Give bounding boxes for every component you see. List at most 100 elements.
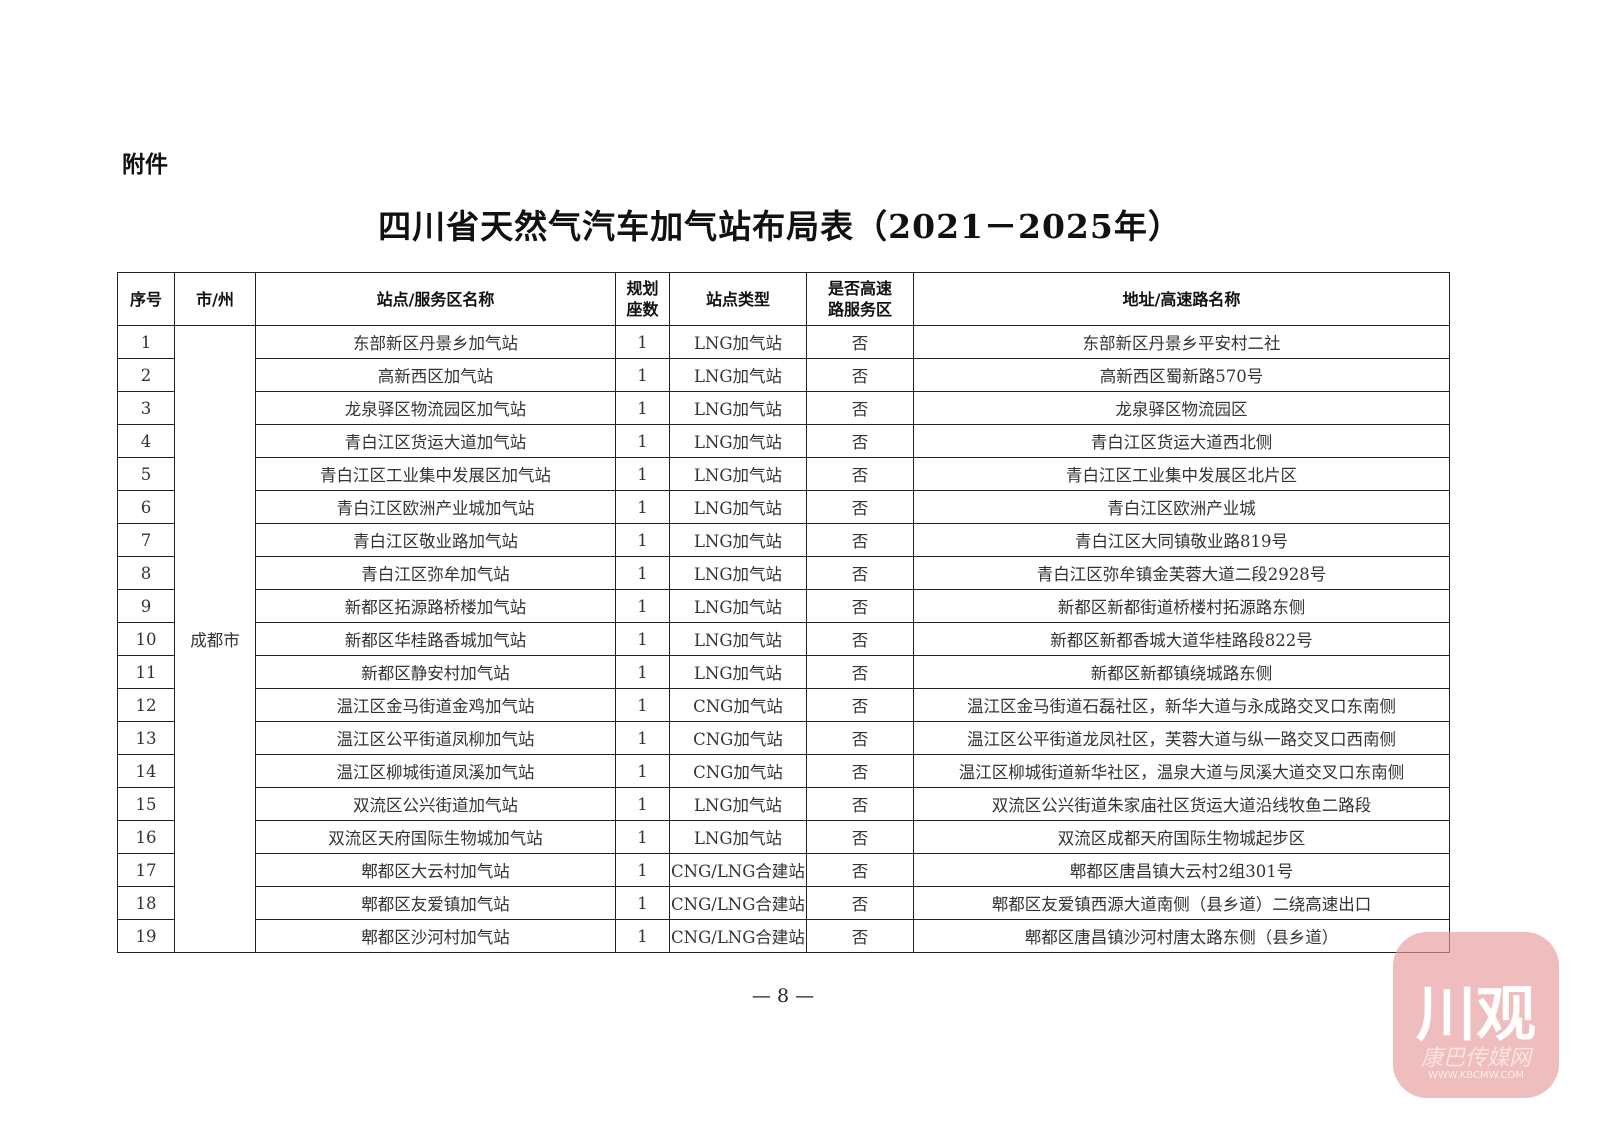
cell-count: 1 <box>615 919 670 953</box>
cell-name: 龙泉驿区物流园区加气站 <box>255 391 616 425</box>
cell-highway: 否 <box>806 358 914 392</box>
table-row: 16 双流区天府国际生物城加气站 1 LNG加气站否双流区成都天府国际生物城起步区 <box>117 820 1450 854</box>
cell-city: 成都市 <box>174 325 256 953</box>
cell-highway: 否 <box>806 391 914 425</box>
cell-count: 1 <box>615 589 670 623</box>
cell-address: 双流区公兴街道朱家庙社区货运大道沿线牧鱼二路段 <box>913 787 1450 821</box>
cell-highway: 否 <box>806 523 914 557</box>
cell-address: 青白江区大同镇敬业路819号 <box>913 523 1450 557</box>
cell-name: 郫都区大云村加气站 <box>255 853 616 887</box>
cell-no: 12 <box>117 688 175 722</box>
watermark-logo-text: 川观 <box>1416 980 1536 1050</box>
cell-type: LNG加气站 <box>669 457 807 491</box>
cell-highway: 否 <box>806 490 914 524</box>
cell-no: 13 <box>117 721 175 755</box>
table-row: 1 成都市 东部新区丹景乡加气站 1 LNG加气站否东部新区丹景乡平安村二社 <box>117 325 1450 953</box>
header-name: 站点/服务区名称 <box>255 272 616 326</box>
cell-no: 5 <box>117 457 175 491</box>
table-row: 5 青白江区工业集中发展区加气站 1 LNG加气站否青白江区工业集中发展区北片区 <box>117 457 1450 491</box>
cell-highway: 否 <box>806 853 914 887</box>
cell-count: 1 <box>615 325 670 359</box>
header-highway: 是否高速 路服务区 <box>806 272 914 326</box>
document-title: 四川省天然气汽车加气站布局表（2021－2025年） <box>378 207 1182 246</box>
header-city: 市/州 <box>174 272 256 326</box>
cell-count: 1 <box>615 622 670 656</box>
cell-no: 16 <box>117 820 175 854</box>
cell-no: 8 <box>117 556 175 590</box>
cell-name: 新都区静安村加气站 <box>255 655 616 689</box>
header-highway-line2: 路服务区 <box>827 300 892 319</box>
table-row: 2 高新西区加气站 1 LNG加气站否高新西区蜀新路570号 <box>117 358 1450 392</box>
header-no: 序号 <box>117 272 175 326</box>
cell-name: 温江区柳城街道凤溪加气站 <box>255 754 616 788</box>
cell-count: 1 <box>615 391 670 425</box>
cell-address: 新都区新都街道桥楼村拓源路东侧 <box>913 589 1450 623</box>
cell-type: LNG加气站 <box>669 820 807 854</box>
table-row: 9 新都区拓源路桥楼加气站 1 LNG加气站否新都区新都街道桥楼村拓源路东侧 <box>117 589 1450 623</box>
cell-no: 3 <box>117 391 175 425</box>
cell-address: 龙泉驿区物流园区 <box>913 391 1450 425</box>
cell-no: 9 <box>117 589 175 623</box>
cell-type: CNG/LNG合建站 <box>669 853 807 887</box>
page-number: — 8 — <box>751 985 815 1007</box>
cell-name: 青白江区货运大道加气站 <box>255 424 616 458</box>
cell-no: 18 <box>117 886 175 920</box>
cell-name: 郫都区沙河村加气站 <box>255 919 616 953</box>
cell-name: 东部新区丹景乡加气站 <box>255 325 616 359</box>
cell-type: LNG加气站 <box>669 358 807 392</box>
cell-no: 1 <box>117 325 175 359</box>
header-type: 站点类型 <box>669 272 807 326</box>
cell-count: 1 <box>615 358 670 392</box>
header-plan-count-text: 规划座数 <box>626 279 659 319</box>
cell-address: 温江区柳城街道新华社区，温泉大道与凤溪大道交叉口东南侧 <box>913 754 1450 788</box>
cell-no: 2 <box>117 358 175 392</box>
cell-count: 1 <box>615 820 670 854</box>
cell-address: 高新西区蜀新路570号 <box>913 358 1450 392</box>
table-row: 8 青白江区弥牟加气站 1 LNG加气站否青白江区弥牟镇金芙蓉大道二段2928号 <box>117 556 1450 590</box>
cell-count: 1 <box>615 787 670 821</box>
cell-name: 青白江区敬业路加气站 <box>255 523 616 557</box>
cell-address: 郫都区唐昌镇沙河村唐太路东侧（县乡道） <box>913 919 1450 953</box>
table-row: 4 青白江区货运大道加气站 1 LNG加气站否青白江区货运大道西北侧 <box>117 424 1450 458</box>
cell-type: CNG加气站 <box>669 754 807 788</box>
cell-type: CNG/LNG合建站 <box>669 886 807 920</box>
table-row: 11 新都区静安村加气站 1 LNG加气站否新都区新都镇绕城路东侧 <box>117 655 1450 689</box>
table-row: 14 温江区柳城街道凤溪加气站 1 CNG加气站否温江区柳城街道新华社区，温泉大道与凤… <box>117 754 1450 788</box>
cell-address: 青白江区工业集中发展区北片区 <box>913 457 1450 491</box>
cell-address: 青白江区弥牟镇金芙蓉大道二段2928号 <box>913 556 1450 590</box>
cell-type: LNG加气站 <box>669 655 807 689</box>
cell-type: LNG加气站 <box>669 523 807 557</box>
cell-address: 新都区新都香城大道华桂路段822号 <box>913 622 1450 656</box>
table-row: 10 新都区华桂路香城加气站 1 LNG加气站否新都区新都香城大道华桂路段822号 <box>117 622 1450 656</box>
cell-name: 高新西区加气站 <box>255 358 616 392</box>
table-row: 3 龙泉驿区物流园区加气站 1 LNG加气站否龙泉驿区物流园区 <box>117 391 1450 425</box>
watermark-sub-text: 康巴传媒网 <box>1420 1046 1531 1071</box>
cell-name: 温江区金马街道金鸡加气站 <box>255 688 616 722</box>
cell-type: LNG加气站 <box>669 490 807 524</box>
cell-type: LNG加气站 <box>669 391 807 425</box>
cell-no: 15 <box>117 787 175 821</box>
cell-address: 温江区金马街道石磊社区，新华大道与永成路交叉口东南侧 <box>913 688 1450 722</box>
cell-type: LNG加气站 <box>669 424 807 458</box>
cell-no: 10 <box>117 622 175 656</box>
cell-type: CNG加气站 <box>669 688 807 722</box>
cell-address: 双流区成都天府国际生物城起步区 <box>913 820 1450 854</box>
cell-highway: 否 <box>806 424 914 458</box>
cell-highway: 否 <box>806 787 914 821</box>
cell-type: LNG加气站 <box>669 787 807 821</box>
gas-station-table: 序号 市/州 站点/服务区名称 规划座数 站点类型 是否高速 路服务区 地址/高速… <box>117 272 1450 953</box>
cell-name: 青白江区欧洲产业城加气站 <box>255 490 616 524</box>
cell-no: 17 <box>117 853 175 887</box>
cell-type: CNG/LNG合建站 <box>669 919 807 953</box>
cell-name: 郫都区友爱镇加气站 <box>255 886 616 920</box>
cell-count: 1 <box>615 886 670 920</box>
cell-count: 1 <box>615 424 670 458</box>
table-row: 17 郫都区大云村加气站 1 CNG/LNG合建站否郫都区唐昌镇大云村2组301号 <box>117 853 1450 887</box>
cell-highway: 否 <box>806 622 914 656</box>
cell-address: 东部新区丹景乡平安村二社 <box>913 325 1450 359</box>
cell-address: 温江区公平街道龙凤社区，芙蓉大道与纵一路交叉口西南侧 <box>913 721 1450 755</box>
cell-highway: 否 <box>806 721 914 755</box>
cell-count: 1 <box>615 556 670 590</box>
cell-address: 青白江区货运大道西北侧 <box>913 424 1450 458</box>
table-row: 13 温江区公平街道凤柳加气站 1 CNG加气站否温江区公平街道龙凤社区，芙蓉大道与纵… <box>117 721 1450 755</box>
